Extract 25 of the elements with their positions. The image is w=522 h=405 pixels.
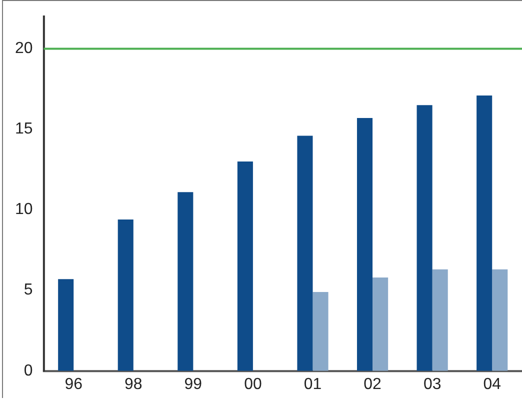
bar (237, 162, 253, 371)
x-tick-label: 96 (64, 376, 83, 393)
x-tick-label: 01 (304, 376, 322, 393)
bar (492, 269, 508, 371)
x-tick-label: 04 (483, 376, 502, 393)
bar (118, 219, 134, 371)
y-tick-label: 10 (14, 201, 33, 218)
bar (476, 95, 492, 371)
bar (416, 105, 432, 371)
x-tick-label: 03 (423, 376, 442, 393)
bar (372, 277, 388, 371)
bar (297, 136, 313, 371)
y-tick-label: 15 (14, 120, 33, 138)
bar (356, 118, 373, 371)
y-tick-label: 0 (24, 362, 33, 380)
bar (312, 292, 328, 371)
y-tick-label: 5 (24, 282, 33, 299)
y-tick-label: 20 (14, 40, 33, 58)
x-tick-label: 99 (184, 376, 202, 393)
bar (178, 192, 194, 371)
bar (58, 279, 74, 371)
x-tick-label: 02 (364, 376, 382, 393)
x-tick-label: 98 (124, 376, 142, 393)
x-tick-label: 00 (244, 376, 262, 393)
bar (432, 269, 448, 371)
